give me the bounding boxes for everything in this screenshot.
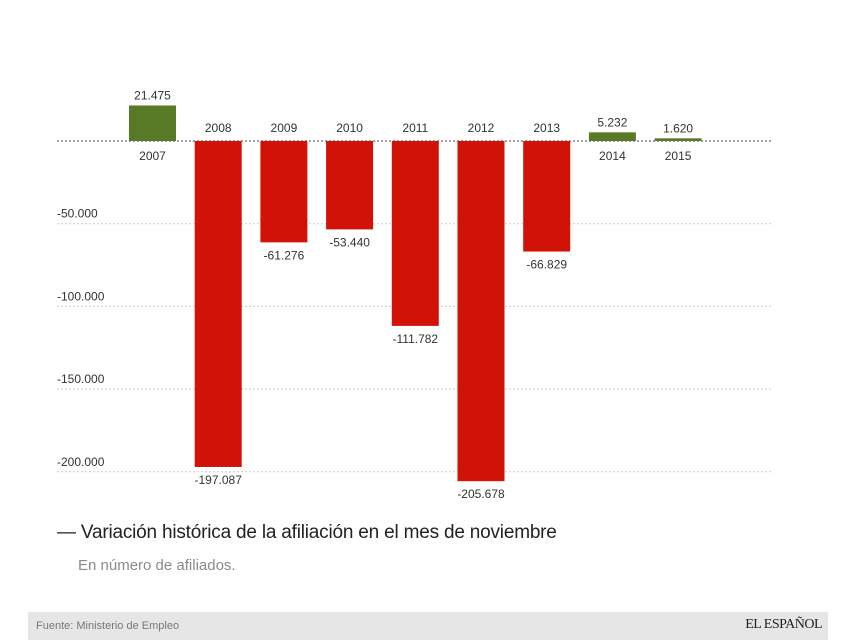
bar xyxy=(194,141,242,467)
brand-logo: EL ESPAÑOL xyxy=(745,617,822,632)
y-tick-label: -100.000 xyxy=(57,289,105,303)
category-label: 2015 xyxy=(665,149,692,163)
value-label: -66.829 xyxy=(526,258,567,272)
bars-layer xyxy=(129,105,702,482)
source-text: Fuente: Ministerio de Empleo xyxy=(36,620,180,632)
labels-layer: -50.000 -100.000 -150.000 -200.000 21.475 200… xyxy=(57,88,693,501)
value-label: -53.440 xyxy=(329,235,370,249)
footer-bar: Fuente: Ministerio de Empleo EL ESPAÑOL xyxy=(28,612,828,640)
y-tick-label: -150.000 xyxy=(57,372,105,386)
bar xyxy=(260,141,308,243)
bar xyxy=(523,141,571,252)
category-label: 2011 xyxy=(402,121,428,135)
chart-subtitle: En número de afiliados. xyxy=(78,557,236,574)
title-dash: — xyxy=(57,522,76,543)
bar xyxy=(391,141,439,326)
bar xyxy=(588,132,636,141)
bar xyxy=(326,141,374,230)
category-label: 2014 xyxy=(599,149,626,163)
bar xyxy=(457,141,505,482)
value-label: -205.678 xyxy=(457,487,505,501)
category-label: 2013 xyxy=(533,121,560,135)
y-tick-label: -50.000 xyxy=(57,207,98,221)
category-label: 2012 xyxy=(468,121,495,135)
chart-title: — Variación histórica de la afiliación e… xyxy=(57,522,557,544)
category-label: 2007 xyxy=(139,149,166,163)
bar-chart: -50.000 -100.000 -150.000 -200.000 21.475 200… xyxy=(57,88,773,501)
category-label: 2008 xyxy=(205,121,232,135)
value-label: -61.276 xyxy=(264,248,305,262)
bar xyxy=(129,105,176,141)
value-label: 21.475 xyxy=(134,88,171,102)
category-label: 2009 xyxy=(271,121,298,135)
title-text: Variación histórica de la afiliación en … xyxy=(80,522,557,543)
y-tick-label: -200.000 xyxy=(57,455,105,469)
value-label: -197.087 xyxy=(195,473,243,487)
bar xyxy=(654,138,702,141)
value-label: -111.782 xyxy=(393,332,439,346)
value-label: 1.620 xyxy=(663,121,693,135)
value-label: 5.232 xyxy=(597,115,627,129)
category-label: 2010 xyxy=(336,121,363,135)
